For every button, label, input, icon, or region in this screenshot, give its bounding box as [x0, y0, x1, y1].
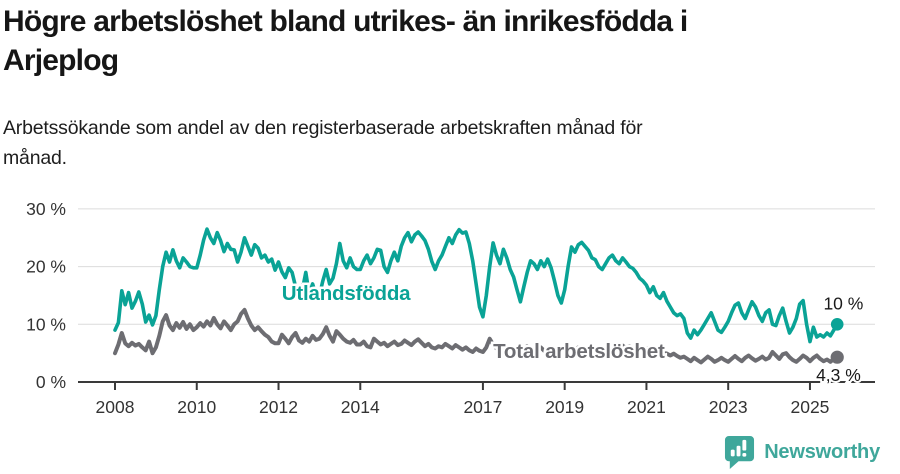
logo-bar-tall [736, 445, 741, 457]
x-axis-tick-label: 2019 [545, 397, 584, 417]
chart-subtitle: Arbetssökande som andel av den registerb… [3, 113, 860, 173]
chart-title-line-2: Arjeplog [3, 44, 119, 77]
x-axis-tick-label: 2012 [259, 397, 298, 417]
series-end-dot [830, 318, 844, 331]
chart-title-line-1: Högre arbetslöshet bland utrikes- än inr… [3, 5, 688, 38]
series-label: Total arbetslöshet [493, 340, 665, 363]
y-axis-tick-label: 30 % [26, 199, 66, 219]
x-axis-tick-label: 2023 [709, 397, 748, 417]
line-chart: 2008 2010 2012 2014 2017 2019 2021 2023 2025 0 % 1… [26, 199, 875, 417]
y-axis-tick-label: 20 % [26, 257, 66, 277]
y-axis-tick-label: 10 % [26, 314, 66, 334]
chart-subtitle-line-1: Arbetssökande som andel av den registerb… [3, 117, 643, 139]
series-label: Utlandsfödda [282, 282, 411, 305]
x-axis-tick-label: 2014 [341, 397, 380, 417]
logo-exclamation-bar [742, 439, 747, 451]
chart-subtitle-line-2: månad. [3, 147, 67, 169]
newsworthy-logo-icon [725, 436, 755, 469]
x-axis-tick-label: 2008 [96, 397, 135, 417]
series-end-value-label: 4,3 % [816, 365, 861, 385]
y-axis-tick-label: 0 % [36, 372, 66, 392]
brand-name: Newsworthy [764, 440, 880, 463]
x-axis-tick-label: 2021 [627, 397, 666, 417]
series-line [113, 307, 840, 365]
brand-footer: Newsworthy [724, 435, 880, 469]
x-axis-tick-label: 2010 [177, 397, 216, 417]
chart-title: Högre arbetslöshet bland utrikes- än inr… [3, 2, 870, 80]
x-axis-tick-label: 2017 [463, 397, 502, 417]
series-line [113, 227, 840, 344]
series-end-dot [830, 350, 844, 364]
series-end-value-label: 10 % [823, 294, 863, 314]
x-axis-tick-label: 2025 [790, 397, 829, 417]
logo-bar-short [730, 449, 735, 457]
logo-exclamation-dot [742, 452, 747, 457]
